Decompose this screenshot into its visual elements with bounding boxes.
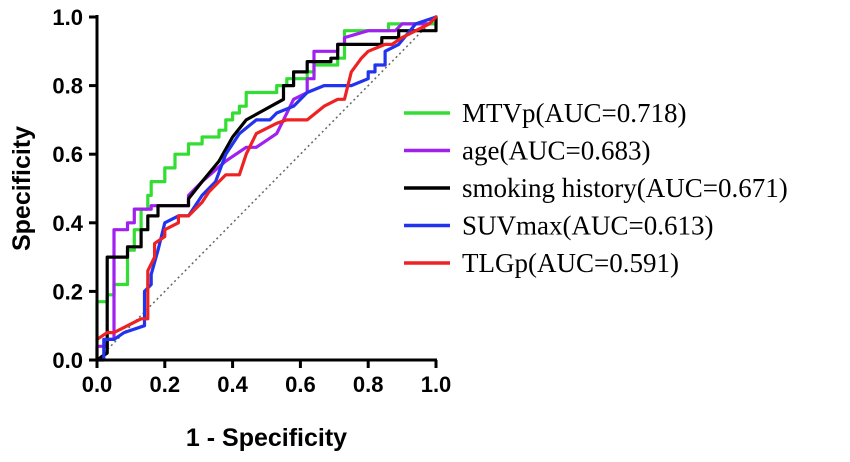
y-tick-label: 0.4 xyxy=(52,211,83,236)
x-tick-label: 0.8 xyxy=(353,372,384,397)
legend-label: MTVp(AUC=0.718) xyxy=(462,98,686,128)
axes: 0.0 0.2 0.4 0.6 0.8 1.0 0.0 0.2 0.4 0.6 0.8 1.0 xyxy=(52,5,451,397)
plot-area xyxy=(95,15,438,362)
series-line-4 xyxy=(95,15,438,341)
y-tick-label: 0.2 xyxy=(52,279,83,304)
y-tick-label: 1.0 xyxy=(52,5,83,30)
x-tick-label: 0.6 xyxy=(285,372,316,397)
x-tick-label: 0.2 xyxy=(150,372,181,397)
legend-label: TLGp(AUC=0.591) xyxy=(462,248,679,278)
y-tick-label: 0.0 xyxy=(52,348,83,373)
series-line-2 xyxy=(95,15,438,362)
y-tick-label: 0.6 xyxy=(52,142,83,167)
legend-label: smoking history(AUC=0.671) xyxy=(462,173,788,203)
legend-item: age(AUC=0.683) xyxy=(404,136,650,166)
x-tick-label: 1.0 xyxy=(421,372,452,397)
legend-label: age(AUC=0.683) xyxy=(462,136,650,166)
x-axis-title: 1 - Specificity xyxy=(186,424,347,452)
y-axis-ticks: 0.0 0.2 0.4 0.6 0.8 1.0 xyxy=(52,5,97,373)
legend-item: MTVp(AUC=0.718) xyxy=(404,98,686,128)
x-axis-ticks: 0.0 0.2 0.4 0.6 0.8 1.0 xyxy=(82,360,452,397)
reference-diagonal-line xyxy=(96,16,437,361)
x-tick-label: 0.0 xyxy=(82,372,113,397)
legend: MTVp(AUC=0.718) age(AUC=0.683) smoking his… xyxy=(404,98,788,278)
y-tick-label: 0.8 xyxy=(52,74,83,99)
legend-item: smoking history(AUC=0.671) xyxy=(404,173,788,203)
y-axis-title: Specificity xyxy=(8,126,36,251)
legend-label: SUVmax(AUC=0.613) xyxy=(462,211,713,241)
x-tick-label: 0.4 xyxy=(217,372,248,397)
legend-item: TLGp(AUC=0.591) xyxy=(404,248,679,278)
series-line-3 xyxy=(95,15,438,362)
series-layer xyxy=(95,15,438,362)
legend-item: SUVmax(AUC=0.613) xyxy=(404,211,713,241)
